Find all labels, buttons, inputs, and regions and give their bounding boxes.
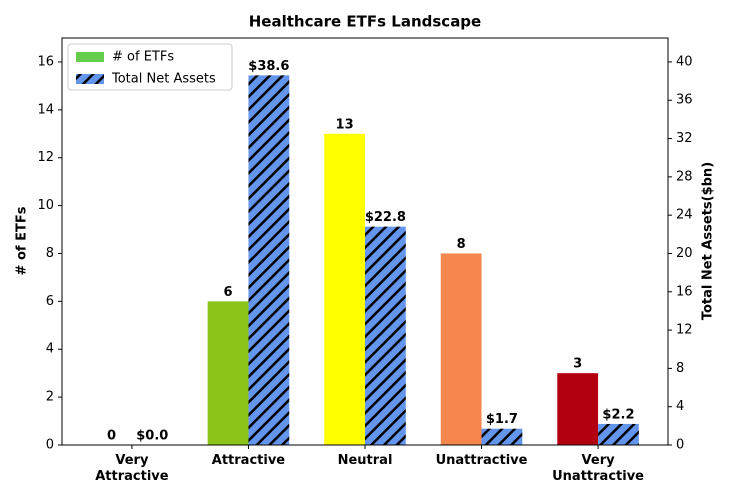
data-label: $2.2 — [602, 407, 634, 422]
y2-tick-label: 20 — [676, 246, 693, 261]
x-tick-label: Very Unattractive — [552, 453, 644, 484]
y2-tick-label: 36 — [676, 93, 693, 108]
legend-label: Total Net Assets — [111, 72, 216, 87]
bar — [557, 373, 599, 445]
bar — [598, 423, 639, 445]
y-tick-label: 4 — [46, 342, 54, 357]
y2-tick-label: 4 — [676, 399, 684, 414]
y-tick-label: 6 — [46, 294, 54, 309]
bar — [324, 133, 365, 445]
bar — [207, 301, 249, 445]
x-tick-label: Attractive — [211, 453, 286, 468]
y2-tick-label: 32 — [676, 131, 693, 146]
data-label: 13 — [336, 117, 354, 132]
y-tick-label: 8 — [46, 246, 54, 261]
y-tick-label: 2 — [46, 390, 54, 405]
y-axis-label: # of ETFs — [15, 206, 30, 275]
legend-swatch — [76, 74, 104, 84]
y2-tick-label: 40 — [676, 54, 693, 69]
bar — [481, 428, 523, 445]
data-label: $38.6 — [248, 59, 289, 74]
y2-tick-label: 24 — [676, 208, 693, 223]
data-label: 0 — [107, 429, 116, 444]
data-label: 8 — [457, 237, 466, 252]
y2-tick-label: 8 — [676, 361, 684, 376]
y-tick-label: 0 — [46, 438, 54, 453]
legend-box — [67, 43, 233, 91]
x-tick-label: Very Attractive — [95, 453, 169, 484]
data-label: $22.8 — [365, 210, 406, 225]
data-label: $0.0 — [136, 429, 168, 444]
x-tick-label: Neutral — [337, 453, 393, 468]
legend-label: # of ETFs — [112, 50, 174, 65]
data-label: 3 — [573, 357, 582, 372]
y2-tick-label: 16 — [676, 284, 693, 299]
x-tick-label: Unattractive — [435, 453, 528, 468]
legend-swatch — [76, 52, 104, 62]
data-label: 6 — [224, 285, 233, 300]
bar — [365, 226, 406, 445]
data-label: $1.7 — [486, 412, 518, 427]
y-tick-label: 16 — [37, 54, 54, 69]
y-tick-label: 14 — [37, 102, 54, 117]
legend: # of ETFs Total Net Assets — [67, 43, 233, 91]
bar — [248, 75, 290, 445]
chart-title: Healthcare ETFs Landscape — [249, 13, 481, 31]
y2-axis-label: Total Net Assets($bn) — [701, 162, 716, 320]
y2-tick-label: 12 — [676, 323, 693, 338]
y2-tick-label: 28 — [676, 169, 693, 184]
y-tick-label: 12 — [37, 150, 54, 165]
y2-tick-label: 0 — [676, 438, 684, 453]
bar — [440, 253, 482, 445]
y-tick-label: 10 — [37, 198, 54, 213]
